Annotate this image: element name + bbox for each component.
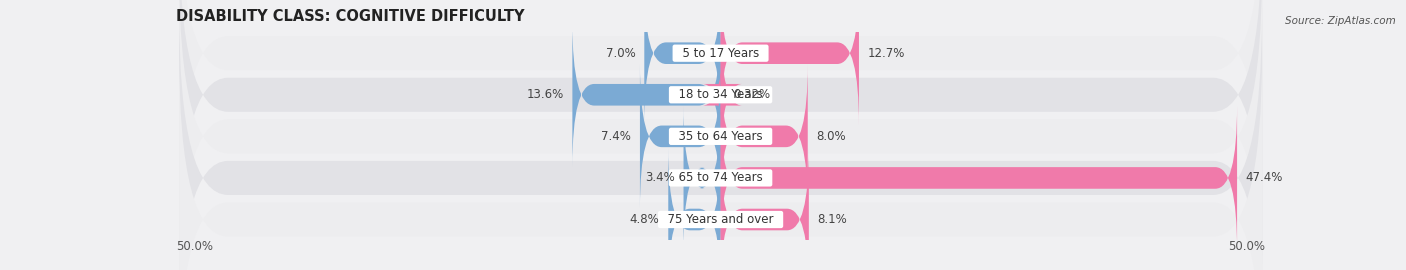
- Text: 65 to 74 Years: 65 to 74 Years: [671, 171, 770, 184]
- FancyBboxPatch shape: [702, 22, 742, 167]
- FancyBboxPatch shape: [572, 22, 721, 167]
- FancyBboxPatch shape: [179, 8, 1263, 270]
- Text: 50.0%: 50.0%: [176, 240, 212, 253]
- FancyBboxPatch shape: [644, 0, 721, 126]
- FancyBboxPatch shape: [721, 0, 859, 126]
- FancyBboxPatch shape: [668, 147, 721, 270]
- Text: 35 to 64 Years: 35 to 64 Years: [671, 130, 770, 143]
- Text: 13.6%: 13.6%: [526, 88, 564, 101]
- Text: 12.7%: 12.7%: [868, 47, 905, 60]
- Text: 0.32%: 0.32%: [733, 88, 770, 101]
- Text: 47.4%: 47.4%: [1246, 171, 1284, 184]
- FancyBboxPatch shape: [179, 0, 1263, 270]
- Text: 8.0%: 8.0%: [817, 130, 846, 143]
- Text: 3.4%: 3.4%: [645, 171, 675, 184]
- Text: 8.1%: 8.1%: [817, 213, 848, 226]
- FancyBboxPatch shape: [640, 64, 721, 209]
- Text: 4.8%: 4.8%: [630, 213, 659, 226]
- Text: DISABILITY CLASS: COGNITIVE DIFFICULTY: DISABILITY CLASS: COGNITIVE DIFFICULTY: [176, 9, 524, 24]
- FancyBboxPatch shape: [721, 147, 808, 270]
- Text: 7.4%: 7.4%: [602, 130, 631, 143]
- FancyBboxPatch shape: [683, 106, 721, 250]
- Text: 18 to 34 Years: 18 to 34 Years: [671, 88, 770, 101]
- FancyBboxPatch shape: [721, 64, 808, 209]
- Text: 50.0%: 50.0%: [1229, 240, 1265, 253]
- Text: Source: ZipAtlas.com: Source: ZipAtlas.com: [1285, 16, 1396, 26]
- FancyBboxPatch shape: [179, 0, 1263, 265]
- Text: 5 to 17 Years: 5 to 17 Years: [675, 47, 766, 60]
- FancyBboxPatch shape: [179, 0, 1263, 223]
- FancyBboxPatch shape: [721, 106, 1237, 250]
- FancyBboxPatch shape: [179, 49, 1263, 270]
- Text: 7.0%: 7.0%: [606, 47, 636, 60]
- Text: 75 Years and over: 75 Years and over: [659, 213, 782, 226]
